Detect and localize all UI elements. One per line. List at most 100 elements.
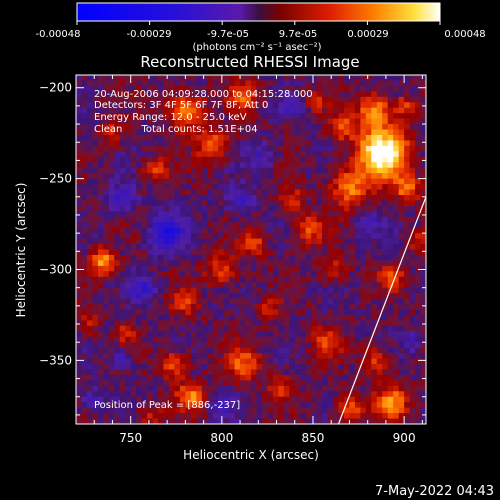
heatmap-cell [119,374,126,381]
heatmap-cell [289,336,296,343]
heatmap-cell [92,402,99,409]
heatmap-cell [327,347,334,354]
heatmap-cell [404,227,410,234]
heatmap-cell [261,118,268,125]
heatmap-cell [86,391,93,398]
heatmap-cell [103,342,110,349]
heatmap-cell [207,293,214,299]
heatmap-cell [81,265,88,272]
heatmap-cell [283,358,290,365]
heatmap-cell [278,320,285,327]
heatmap-cell [294,364,301,370]
heatmap-cell [212,254,219,261]
heatmap-cell [86,238,93,245]
heatmap-cell [163,184,170,190]
heatmap-cell [398,265,405,272]
heatmap-cell [97,151,104,158]
heatmap-cell [108,107,115,114]
heatmap-cell [76,293,82,299]
heatmap-cell [398,396,405,403]
heatmap-cell [147,407,153,414]
heatmap-cell [300,233,307,239]
heatmap-cell [283,173,290,180]
heatmap-cell [305,129,312,136]
heatmap-cell [354,336,361,343]
heatmap-cell [289,167,296,174]
heatmap-cell [311,118,318,125]
heatmap-cell [404,336,410,343]
heatmap-cell [382,244,389,250]
heatmap-cell [393,402,400,409]
heatmap-cell [201,205,208,212]
heatmap-cell [398,162,405,169]
heatmap-cell [316,309,323,316]
heatmap-cell [251,385,257,392]
heatmap-cell [81,129,88,136]
heatmap-cell [130,298,137,305]
heatmap-cell [223,336,230,343]
heatmap-cell [190,134,197,141]
heatmap-cell [354,374,361,381]
heatmap-cell [251,320,257,327]
heatmap-cell [283,145,290,152]
heatmap-cell [114,385,121,392]
heatmap-cell [251,380,257,387]
heatmap-cell [174,282,181,289]
heatmap-cell [234,227,241,234]
heatmap-cell [382,124,389,130]
heatmap-cell [338,407,345,414]
colorbar-tick-label: -0.00029 [127,29,172,40]
heatmap-cell [267,118,274,125]
heatmap-cell [86,102,93,109]
heatmap-cell [376,124,383,130]
heatmap-cell [300,200,307,207]
heatmap-cell [398,353,405,359]
heatmap-cell [305,189,312,196]
heatmap-cell [114,102,121,109]
heatmap-cell [103,413,110,419]
heatmap-cell [76,260,82,267]
heatmap-cell [387,75,394,81]
heatmap-cell [316,200,323,207]
heatmap-cell [130,342,137,349]
heatmap-cell [163,134,170,141]
heatmap-cell [136,151,143,158]
heatmap-cell [300,364,307,370]
heatmap-cell [179,124,186,130]
heatmap-cell [393,211,400,218]
heatmap-cell [420,374,426,381]
heatmap-cell [108,233,115,239]
heatmap-cell [190,309,197,316]
heatmap-cell [196,211,203,218]
heatmap-cell [251,353,257,359]
heatmap-cell [294,107,301,114]
heatmap-cell [316,342,323,349]
heatmap-cell [267,325,274,332]
heatmap-cell [404,304,410,310]
heatmap-cell [278,336,285,343]
heatmap-cell [360,102,367,109]
heatmap-cell [185,385,192,392]
heatmap-cell [311,96,318,103]
heatmap-cell [327,129,334,136]
heatmap-cell [92,407,99,414]
heatmap-cell [404,85,410,92]
heatmap-cell [272,364,279,370]
heatmap-cell [267,75,274,81]
heatmap-cell [179,254,186,261]
heatmap-cell [81,314,88,321]
heatmap-cell [174,102,181,109]
heatmap-cell [86,80,93,87]
heatmap-cell [420,80,426,87]
heatmap-cell [261,102,268,109]
heatmap-cell [174,129,181,136]
heatmap-cell [97,113,104,120]
heatmap-cell [420,118,426,125]
heatmap-cell [393,129,400,136]
heatmap-cell [152,364,159,370]
heatmap-cell [179,309,186,316]
heatmap-cell [168,331,175,338]
heatmap-cell [190,184,197,190]
heatmap-cell [409,102,416,109]
heatmap-cell [382,331,389,338]
